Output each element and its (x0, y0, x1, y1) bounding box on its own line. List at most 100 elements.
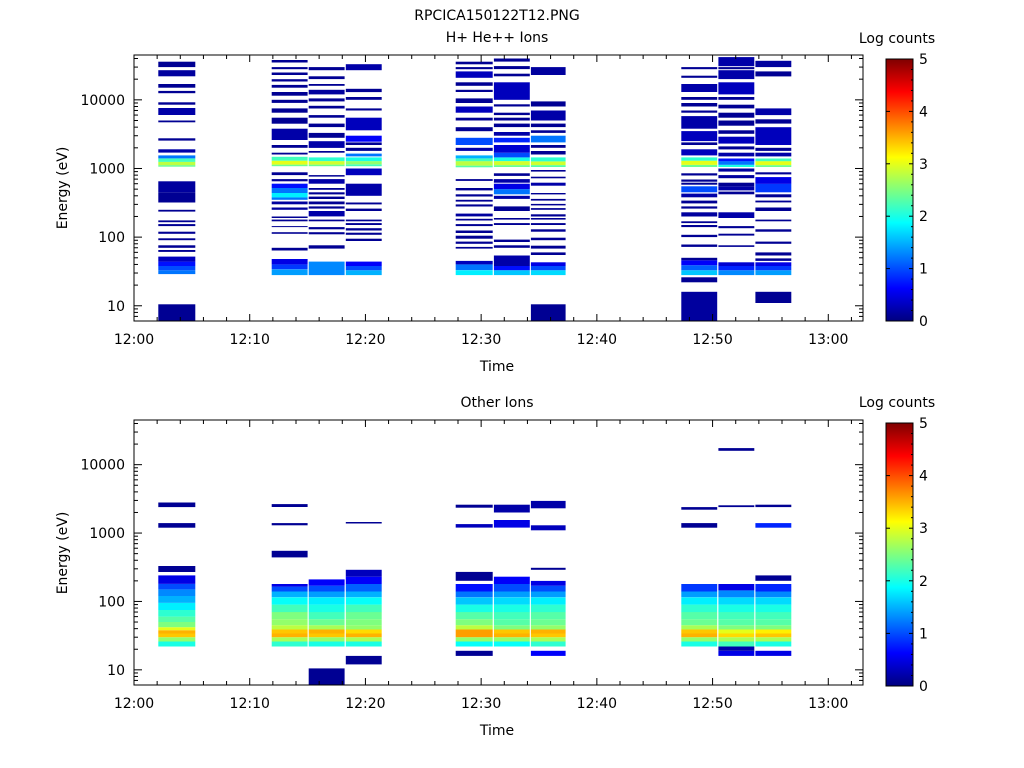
heatmap-cell (718, 612, 755, 620)
heatmap-cell (345, 161, 382, 165)
heatmap-cell (493, 173, 530, 176)
heatmap-cell (755, 641, 792, 647)
heatmap-cell (345, 168, 382, 176)
heatmap-cell (158, 250, 196, 252)
heatmap-cell (530, 223, 566, 225)
heatmap-cell (681, 507, 718, 510)
heatmap-cell (493, 165, 530, 167)
heatmap-cell (308, 245, 345, 249)
heatmap-cell (158, 304, 196, 321)
heatmap-cell (718, 625, 755, 630)
heatmap-cell (455, 117, 493, 121)
y-axis-label: Energy (eV) (55, 512, 71, 595)
heatmap-cell (455, 260, 493, 265)
heatmap-cell (681, 206, 718, 209)
heatmap-cell (493, 597, 530, 605)
heatmap-cell (530, 110, 566, 121)
heatmap-cell (308, 591, 345, 598)
heatmap-cell (530, 176, 566, 179)
heatmap-cell (345, 238, 382, 241)
heatmap-cell (493, 270, 530, 276)
heatmap-cell (681, 200, 718, 204)
heatmap-cell (158, 502, 196, 508)
heatmap-cell (530, 650, 566, 656)
heatmap-cell (455, 637, 493, 642)
heatmap-cell (718, 182, 755, 187)
heatmap-cell (271, 72, 308, 75)
heatmap-cell (158, 584, 196, 590)
heatmap-cell (755, 258, 792, 261)
colorbar (885, 422, 914, 687)
heatmap-cell (455, 270, 493, 276)
heatmap-cell (455, 71, 493, 78)
y-tick-label: 100 (98, 230, 125, 246)
heatmap-cell (271, 641, 308, 647)
heatmap-cell (530, 193, 566, 195)
axes: 12:00 12:10 12:20 12:30 12:40 12:50 13:00 10 100… (80, 55, 863, 348)
heatmap-cell (755, 207, 792, 211)
heatmap-cell (271, 84, 308, 88)
heatmap-cell (158, 633, 196, 638)
heatmap-cell (530, 270, 566, 276)
heatmap-cell (681, 149, 718, 156)
heatmap-cell (718, 233, 755, 236)
heatmap-cell (718, 646, 755, 651)
heatmap-cell (681, 591, 718, 598)
heatmap-cell (345, 108, 382, 111)
heatmap-cell (530, 123, 566, 128)
heatmap-cell (718, 584, 755, 591)
heatmap-cell (308, 633, 345, 638)
heatmap-cells (158, 57, 792, 321)
heatmap-cell (493, 112, 530, 116)
heatmap-cell (345, 637, 382, 642)
heatmap-cell (755, 200, 792, 203)
colorbar-label: Log counts (859, 395, 935, 411)
heatmap-cell (493, 576, 530, 584)
heatmap-cell (345, 576, 382, 584)
heatmap-cell (158, 158, 196, 162)
heatmap-cell (271, 207, 308, 210)
heatmap-cell (158, 270, 196, 275)
heatmap-cell (493, 152, 530, 158)
heatmap-cell (493, 266, 530, 271)
heatmap-cell (755, 241, 792, 244)
heatmap-cell (493, 179, 530, 183)
x-axis-label: Time (479, 359, 514, 375)
x-tick-label: 12:20 (345, 332, 385, 348)
heatmap-cell (755, 161, 792, 166)
heatmap-cell (493, 58, 530, 62)
heatmap-cell (755, 604, 792, 613)
heatmap-cell (493, 245, 530, 248)
heatmap-cell (493, 183, 530, 190)
heatmap-cell (308, 196, 345, 199)
heatmap-cell (755, 108, 792, 116)
heatmap-cell (271, 145, 308, 148)
heatmap-cell (271, 612, 308, 620)
heatmap-cell (271, 128, 308, 140)
heatmap-cell (530, 591, 566, 598)
heatmap-cell (271, 625, 308, 630)
heatmap-cell (530, 252, 566, 255)
heatmap-cell (455, 155, 493, 159)
heatmap-cell (755, 504, 792, 508)
heatmap-cell (455, 612, 493, 620)
heatmap-cell (718, 130, 755, 134)
heatmap-cells (158, 448, 792, 685)
colorbar-tick-label: 2 (919, 574, 928, 590)
heatmap-cell (345, 266, 382, 271)
heatmap-cell (718, 590, 755, 598)
heatmap-cell (158, 231, 196, 234)
heatmap-cell (308, 164, 345, 167)
heatmap-cell (271, 117, 308, 124)
colorbar (885, 58, 914, 322)
heatmap-cell (158, 61, 196, 68)
heatmap-cell (158, 622, 196, 628)
heatmap-cell (345, 584, 382, 592)
heatmap-cell (493, 104, 530, 107)
heatmap-cell (158, 238, 196, 241)
heatmap-cell (271, 226, 308, 228)
heatmap-cell (718, 82, 755, 95)
heatmap-cell (681, 67, 718, 70)
heatmap-cell (755, 523, 792, 528)
heatmap-cell (718, 604, 755, 613)
